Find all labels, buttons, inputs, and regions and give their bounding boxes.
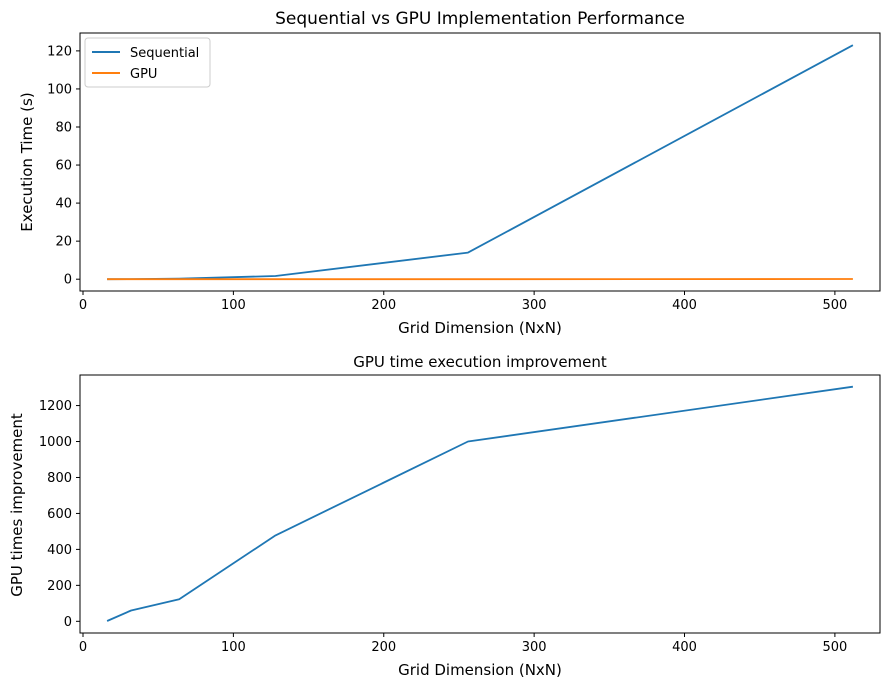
x-tick-label: 0: [79, 298, 87, 313]
axis-ticks: 0 100 200 300 400 500 0 200 400 600 800 1000 1200: [39, 399, 847, 655]
y-tick-label: 400: [47, 543, 72, 558]
x-tick-label: 200: [371, 298, 396, 313]
plot-frame: [79, 32, 881, 292]
y-tick-label: 0: [64, 273, 72, 288]
y-tick-label: 600: [47, 507, 72, 522]
y-tick-label: 60: [55, 159, 72, 174]
series-lines: [107, 44, 854, 281]
x-tick-label: 300: [522, 298, 547, 313]
y-tick-label: 1200: [39, 399, 72, 414]
x-tick-label: 200: [371, 640, 396, 655]
x-tick-label: 400: [672, 298, 697, 313]
x-tick-label: 100: [221, 640, 246, 655]
execution-time-chart: Sequential vs GPU Implementation Perform…: [18, 9, 881, 337]
plot-frame: [79, 374, 881, 634]
improvement-chart: GPU time execution improvement Grid Dime…: [8, 353, 881, 679]
y-tick-label: 800: [47, 471, 72, 486]
chart-title: GPU time execution improvement: [353, 353, 607, 371]
x-axis-label: Grid Dimension (NxN): [398, 319, 562, 337]
y-tick-label: 120: [47, 44, 72, 59]
y-tick-label: 100: [47, 82, 72, 97]
y-tick-label: 40: [55, 197, 72, 212]
y-axis-label: Execution Time (s): [18, 92, 36, 231]
legend-label-gpu: GPU: [130, 67, 157, 82]
y-axis-label: GPU times improvement: [8, 413, 26, 597]
series-line-series-0: [106, 385, 854, 622]
y-tick-label: 80: [55, 120, 72, 135]
x-tick-label: 400: [672, 640, 697, 655]
x-axis-label: Grid Dimension (NxN): [398, 661, 562, 679]
y-tick-label: 1000: [39, 435, 72, 450]
y-tick-label: 20: [55, 235, 72, 250]
y-tick-label: 200: [47, 579, 72, 594]
chart-title: Sequential vs GPU Implementation Perform…: [275, 9, 685, 29]
x-tick-label: 500: [822, 640, 847, 655]
series-lines: [106, 385, 854, 622]
legend-box: [84, 37, 211, 88]
legend-label-sequential: Sequential: [130, 46, 199, 61]
axis-ticks: 0 100 200 300 400 500 0 20 40 60 80 100 120: [47, 44, 847, 313]
x-tick-label: 100: [221, 298, 246, 313]
legend: Sequential GPU: [84, 37, 211, 88]
series-line-sequential: [107, 44, 854, 281]
x-tick-label: 300: [522, 640, 547, 655]
x-tick-label: 0: [79, 640, 87, 655]
x-tick-label: 500: [822, 298, 847, 313]
y-tick-label: 0: [64, 615, 72, 630]
